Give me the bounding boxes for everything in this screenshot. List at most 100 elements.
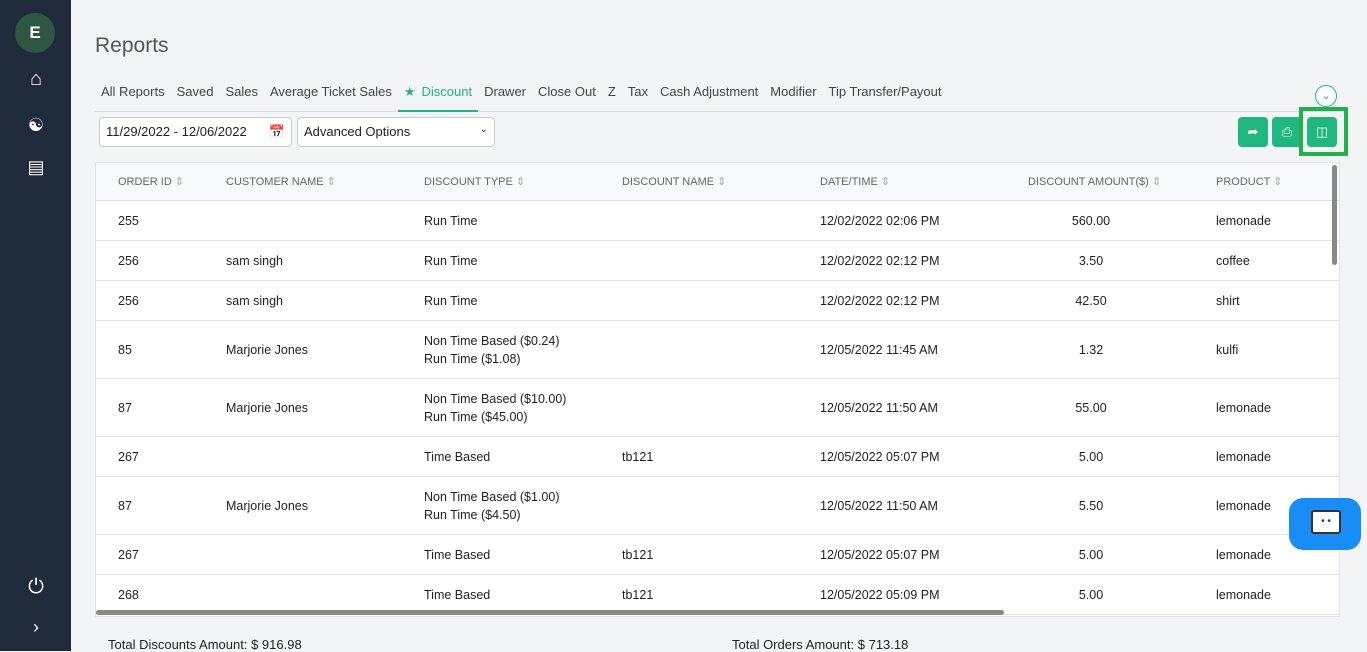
vertical-scrollbar[interactable] bbox=[1332, 165, 1337, 265]
tab-tax[interactable]: Tax bbox=[622, 83, 654, 112]
discount-type-line: Run Time ($1.08) bbox=[424, 351, 521, 366]
avatar[interactable]: E bbox=[15, 13, 55, 53]
chevron-down-icon: ⌄ bbox=[479, 124, 488, 135]
advanced-options-select[interactable]: Advanced Options ⌄ bbox=[297, 117, 495, 147]
table-row[interactable]: 87 Marjorie Jones Non Time Based ($10.00) R… bbox=[96, 379, 1339, 437]
column-header[interactable]: DISCOUNT AMOUNT($) ⇕ bbox=[1028, 175, 1161, 188]
tab-close-out[interactable]: Close Out bbox=[532, 83, 602, 112]
users-icon[interactable]: ☯ bbox=[27, 115, 45, 135]
cell-order-id: 87 bbox=[118, 400, 132, 415]
column-header[interactable]: ORDER ID ⇕ bbox=[118, 175, 184, 188]
horizontal-scrollbar[interactable] bbox=[96, 610, 1004, 615]
tab-cash-adjustment[interactable]: Cash Adjustment bbox=[654, 83, 764, 112]
export-button[interactable]: ➦ bbox=[1238, 117, 1268, 147]
print-button[interactable]: ⎙ bbox=[1272, 117, 1302, 147]
cell-product: lemonade bbox=[1216, 400, 1271, 415]
tab-drawer[interactable]: Drawer bbox=[478, 83, 532, 112]
table-row[interactable]: 256 sam singh Run Time 12/02/2022 02:12 PM 4… bbox=[96, 281, 1339, 321]
date-range-value: 11/29/2022 - 12/06/2022 bbox=[106, 124, 247, 139]
cell-order-id: 256 bbox=[118, 293, 139, 308]
table-row[interactable]: 267 Time Based tb121 12/05/2022 05:07 PM 5.0… bbox=[96, 535, 1339, 575]
star-icon: ★ bbox=[403, 84, 416, 99]
total-orders-label: Total Orders Amount: bbox=[732, 637, 855, 652]
cell-order-id: 85 bbox=[118, 342, 132, 357]
column-header[interactable]: CUSTOMER NAME ⇕ bbox=[226, 175, 336, 188]
tab-modifier[interactable]: Modifier bbox=[764, 83, 822, 112]
total-orders-value: $ 713.18 bbox=[857, 637, 909, 652]
discount-type-line: Run Time ($45.00) bbox=[424, 409, 528, 424]
chevron-down-icon[interactable]: ⌄ bbox=[1315, 85, 1337, 107]
cell-product: lemonade bbox=[1216, 587, 1271, 602]
column-header[interactable]: DISCOUNT TYPE ⇕ bbox=[424, 175, 525, 188]
cell-product: lemonade bbox=[1216, 213, 1271, 228]
discount-table: ORDER ID ⇕ CUSTOMER NAME ⇕ DISCOUNT TYPE ⇕… bbox=[95, 162, 1340, 617]
chatbot-button[interactable]: • • bbox=[1289, 498, 1361, 550]
cell-customer: sam singh bbox=[226, 253, 283, 268]
column-header-label: DISCOUNT TYPE bbox=[424, 176, 513, 188]
columns-button[interactable]: ◫ bbox=[1307, 117, 1337, 147]
cell-amount: 55.00 bbox=[1075, 400, 1107, 415]
discount-type-line: Non Time Based ($10.00) bbox=[424, 391, 567, 406]
cell-type: Run Time bbox=[424, 252, 478, 270]
tab-average-ticket-sales[interactable]: Average Ticket Sales bbox=[264, 83, 398, 112]
sort-icon: ⇕ bbox=[717, 176, 727, 188]
cell-datetime: 12/05/2022 05:07 PM bbox=[820, 547, 940, 562]
cell-type: Time Based bbox=[424, 448, 490, 466]
sort-icon: ⇕ bbox=[174, 176, 185, 188]
advanced-options-label: Advanced Options bbox=[304, 124, 411, 139]
table-row[interactable]: 256 sam singh Run Time 12/02/2022 02:12 PM 3… bbox=[96, 241, 1339, 281]
tab-label: Tip Transfer/Payout bbox=[828, 84, 942, 99]
home-icon[interactable]: ⌂ bbox=[29, 68, 43, 90]
total-discounts: Total Discounts Amount: $ 916.98 bbox=[108, 637, 302, 652]
tab-all-reports[interactable]: All Reports bbox=[95, 83, 171, 112]
report-search-icon[interactable]: ▤ bbox=[27, 157, 45, 177]
tab-label: Sales bbox=[225, 84, 258, 99]
column-header[interactable]: DATE/TIME ⇕ bbox=[820, 175, 890, 188]
cell-type: Time Based bbox=[424, 546, 490, 564]
tab-sales[interactable]: Sales bbox=[219, 83, 264, 112]
discount-type-line: Time Based bbox=[424, 587, 491, 602]
date-range-input[interactable]: 11/29/2022 - 12/06/2022 📅 bbox=[99, 117, 292, 147]
chevron-right-icon[interactable]: › bbox=[33, 617, 39, 637]
cell-datetime: 12/02/2022 02:06 PM bbox=[820, 213, 940, 228]
sort-icon: ⇕ bbox=[1151, 176, 1162, 188]
tab-tip-transfer-payout[interactable]: Tip Transfer/Payout bbox=[823, 83, 948, 112]
cell-product: shirt bbox=[1216, 293, 1240, 308]
cell-product: lemonade bbox=[1216, 449, 1271, 464]
table-row[interactable]: 268 Time Based tb121 12/05/2022 05:09 PM 5.0… bbox=[96, 575, 1339, 615]
discount-type-line: Non Time Based ($0.24) bbox=[424, 333, 560, 348]
cell-product: lemonade bbox=[1216, 547, 1271, 562]
tab-z[interactable]: Z bbox=[602, 83, 622, 112]
tab-label: Discount bbox=[421, 84, 473, 99]
total-orders: Total Orders Amount: $ 713.18 bbox=[732, 637, 908, 652]
discount-type-line: Run Time bbox=[424, 213, 478, 228]
cell-name: tb121 bbox=[622, 449, 654, 464]
cell-type: Non Time Based ($0.24) Run Time ($1.08) bbox=[424, 332, 560, 368]
cell-type: Run Time bbox=[424, 212, 478, 230]
table-row[interactable]: 255 Run Time 12/02/2022 02:06 PM 560.00 lemo… bbox=[96, 201, 1339, 241]
table-row[interactable]: 267 Time Based tb121 12/05/2022 05:07 PM 5.0… bbox=[96, 437, 1339, 477]
cell-order-id: 268 bbox=[118, 587, 139, 602]
cell-product: lemonade bbox=[1216, 498, 1271, 513]
sort-icon: ⇕ bbox=[515, 176, 526, 188]
column-header[interactable]: DISCOUNT NAME ⇕ bbox=[622, 175, 726, 188]
tab-label: Tax bbox=[627, 84, 649, 99]
table-row[interactable]: 87 Marjorie Jones Non Time Based ($1.00) Ru… bbox=[96, 477, 1339, 535]
cell-amount: 5.00 bbox=[1078, 449, 1104, 464]
column-header-label: PRODUCT bbox=[1216, 176, 1271, 188]
table-row[interactable]: 85 Marjorie Jones Non Time Based ($0.24) Ru… bbox=[96, 321, 1339, 379]
tab-saved[interactable]: Saved bbox=[171, 83, 220, 112]
cell-name: tb121 bbox=[622, 547, 654, 562]
share-icon: ➦ bbox=[1247, 124, 1259, 139]
cell-amount: 3.50 bbox=[1078, 253, 1104, 268]
column-header[interactable]: PRODUCT ⇕ bbox=[1216, 175, 1282, 188]
column-header-label: CUSTOMER NAME bbox=[226, 176, 324, 188]
page-title: Reports bbox=[95, 34, 169, 57]
power-icon[interactable]: ⏻ bbox=[28, 576, 44, 598]
cell-customer: Marjorie Jones bbox=[226, 400, 308, 415]
discount-type-line: Time Based bbox=[424, 449, 491, 464]
cell-type: Non Time Based ($1.00) Run Time ($4.50) bbox=[424, 488, 560, 524]
cell-order-id: 267 bbox=[118, 547, 139, 562]
highlight-box bbox=[1299, 107, 1348, 156]
tab-discount[interactable]: ★ Discount bbox=[397, 83, 479, 112]
